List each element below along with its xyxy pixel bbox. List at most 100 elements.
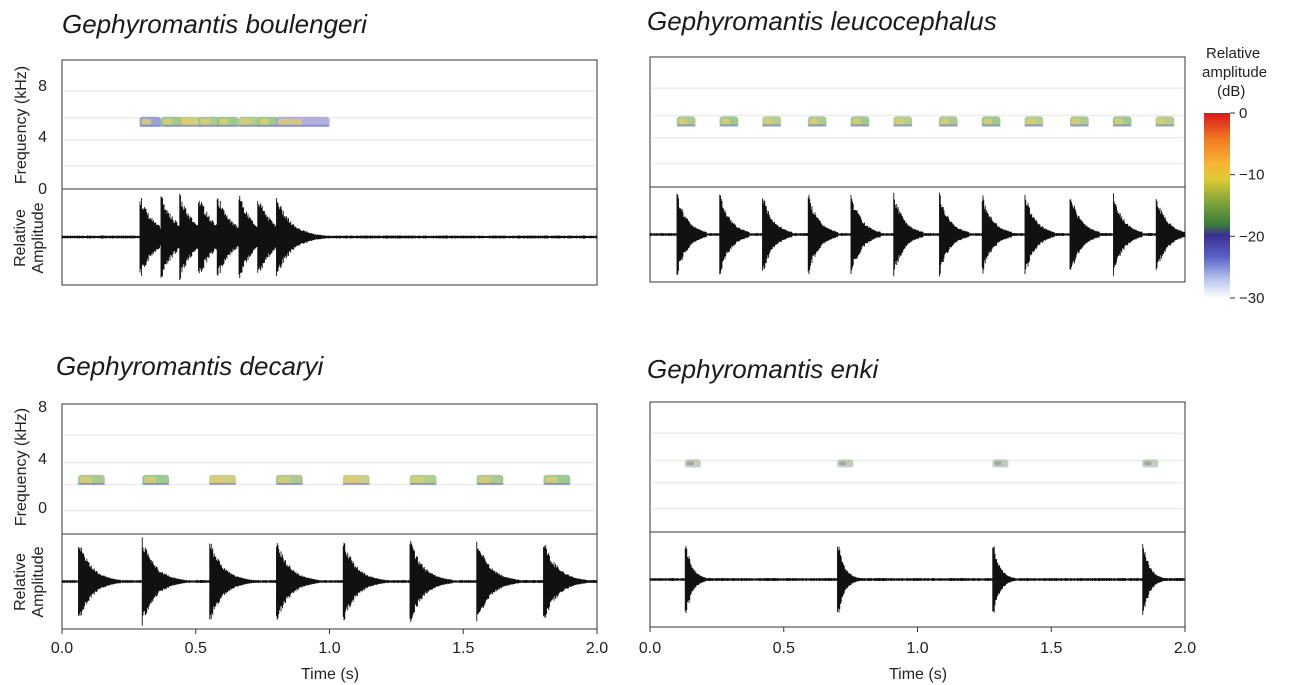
spectrogram bbox=[652, 87, 1183, 165]
time-tick-label: 0.0 bbox=[51, 640, 73, 657]
spectrogram-note bbox=[179, 116, 202, 127]
time-tick-label: 0.5 bbox=[773, 640, 795, 657]
spectrogram-note bbox=[762, 116, 782, 127]
colorbar-tick-label: −30 bbox=[1239, 290, 1264, 307]
oscillogram bbox=[61, 193, 598, 281]
amplitude-label-line1: Relative bbox=[12, 209, 29, 267]
note-edge bbox=[762, 124, 782, 127]
note-edge bbox=[1155, 124, 1175, 127]
time-tick-label: 1.0 bbox=[318, 640, 340, 657]
note-edge bbox=[142, 482, 169, 485]
spectrogram-note bbox=[198, 116, 220, 127]
spectrogram-note bbox=[938, 116, 958, 127]
note-core bbox=[721, 118, 730, 125]
freq-tick: 8 bbox=[38, 399, 47, 416]
spectrogram-note bbox=[276, 474, 303, 485]
note-edge bbox=[1142, 465, 1159, 468]
note-edge bbox=[850, 124, 870, 127]
note-edge bbox=[1112, 124, 1132, 127]
spectrogram-note bbox=[1069, 116, 1089, 127]
note-core bbox=[994, 461, 1002, 466]
note-edge bbox=[684, 465, 701, 468]
note-core bbox=[211, 476, 224, 483]
note-core bbox=[278, 118, 303, 125]
colorbar-gradient bbox=[1204, 113, 1230, 298]
note-core bbox=[940, 118, 950, 125]
note-edge bbox=[719, 124, 739, 127]
note-edge bbox=[893, 124, 913, 127]
colorbar-tick-label: −10 bbox=[1239, 167, 1264, 184]
note-edge bbox=[78, 482, 105, 485]
note-edge bbox=[1024, 124, 1044, 127]
frequency-axis-label: Frequency (kHz) bbox=[13, 408, 30, 526]
time-tick-label: 1.5 bbox=[1040, 640, 1062, 657]
spectrogram-note bbox=[807, 116, 827, 127]
spectrogram-note bbox=[850, 116, 870, 127]
panel-boulengeri: Gephyromantis boulengeri Frequency (kHz)… bbox=[12, 9, 598, 286]
panel-leucocephalus: Gephyromantis leucocephalus bbox=[647, 6, 1186, 283]
spectrogram-note bbox=[719, 116, 739, 127]
spectrogram-note bbox=[142, 474, 169, 485]
colorbar-tick-label: 0 bbox=[1239, 105, 1247, 122]
note-core bbox=[983, 118, 993, 125]
spectrogram-note bbox=[981, 116, 1001, 127]
note-core bbox=[895, 118, 904, 125]
note-edge bbox=[179, 124, 202, 127]
colorbar-label-line1: Relative bbox=[1206, 45, 1260, 62]
time-axis-ticks: 0.0 0.5 1.0 1.5 2.0 bbox=[51, 629, 608, 657]
spectrogram-note bbox=[1024, 116, 1044, 127]
panel-title: Gephyromantis decaryi bbox=[56, 351, 325, 381]
note-edge bbox=[807, 124, 827, 127]
spectrogram-note bbox=[676, 116, 696, 127]
note-core bbox=[1157, 118, 1167, 125]
note-edge bbox=[938, 124, 958, 127]
spectrogram-note bbox=[1112, 116, 1132, 127]
colorbar-label-line3: (dB) bbox=[1217, 83, 1245, 100]
spectrogram-note bbox=[209, 474, 236, 485]
spectrogram-note bbox=[238, 116, 260, 127]
note-core bbox=[852, 118, 862, 125]
note-edge bbox=[276, 124, 330, 127]
panel-title: Gephyromantis enki bbox=[647, 354, 879, 384]
time-tick-label: 1.0 bbox=[906, 640, 928, 657]
note-core bbox=[1071, 118, 1081, 125]
note-edge bbox=[342, 482, 370, 485]
note-edge bbox=[676, 124, 696, 127]
spectrogram-note bbox=[1155, 116, 1175, 127]
note-edge bbox=[837, 465, 854, 468]
time-tick-label: 2.0 bbox=[586, 640, 608, 657]
note-core bbox=[162, 118, 173, 125]
panel-frame bbox=[649, 401, 1186, 628]
note-edge bbox=[198, 124, 220, 127]
spectrogram bbox=[652, 432, 1183, 510]
note-core bbox=[144, 476, 157, 483]
freq-tick: 4 bbox=[38, 451, 47, 468]
spectrogram-note bbox=[78, 474, 105, 485]
frequency-axis-label: Frequency (kHz) bbox=[13, 66, 30, 184]
note-edge bbox=[238, 124, 260, 127]
note-core bbox=[278, 476, 291, 483]
amplitude-label-line2: Amplitude bbox=[30, 202, 47, 273]
time-tick-label: 0.5 bbox=[185, 640, 207, 657]
note-core bbox=[839, 461, 847, 466]
note-core bbox=[259, 118, 269, 125]
time-axis-label: Time (s) bbox=[301, 666, 359, 683]
time-axis-label: Time (s) bbox=[889, 666, 947, 683]
spectrogram-note bbox=[342, 474, 370, 485]
colorbar-tick-label: −20 bbox=[1239, 228, 1264, 245]
note-edge bbox=[217, 124, 239, 127]
note-core bbox=[478, 476, 491, 483]
colorbar-label-line2: amplitude bbox=[1202, 64, 1267, 81]
panel-enki: Gephyromantis enki 0.0 0.5 1.0 1.5 2.0 Time … bbox=[639, 354, 1196, 683]
spectrogram-note bbox=[476, 474, 504, 485]
spectrogram-note bbox=[837, 459, 854, 468]
note-core bbox=[219, 118, 229, 125]
note-edge bbox=[981, 124, 1001, 127]
note-edge bbox=[276, 482, 303, 485]
note-edge bbox=[992, 465, 1009, 468]
spectrogram-note bbox=[684, 459, 701, 468]
note-core bbox=[141, 118, 152, 125]
panel-title: Gephyromantis boulengeri bbox=[62, 9, 368, 39]
spectrogram-note bbox=[276, 116, 330, 127]
